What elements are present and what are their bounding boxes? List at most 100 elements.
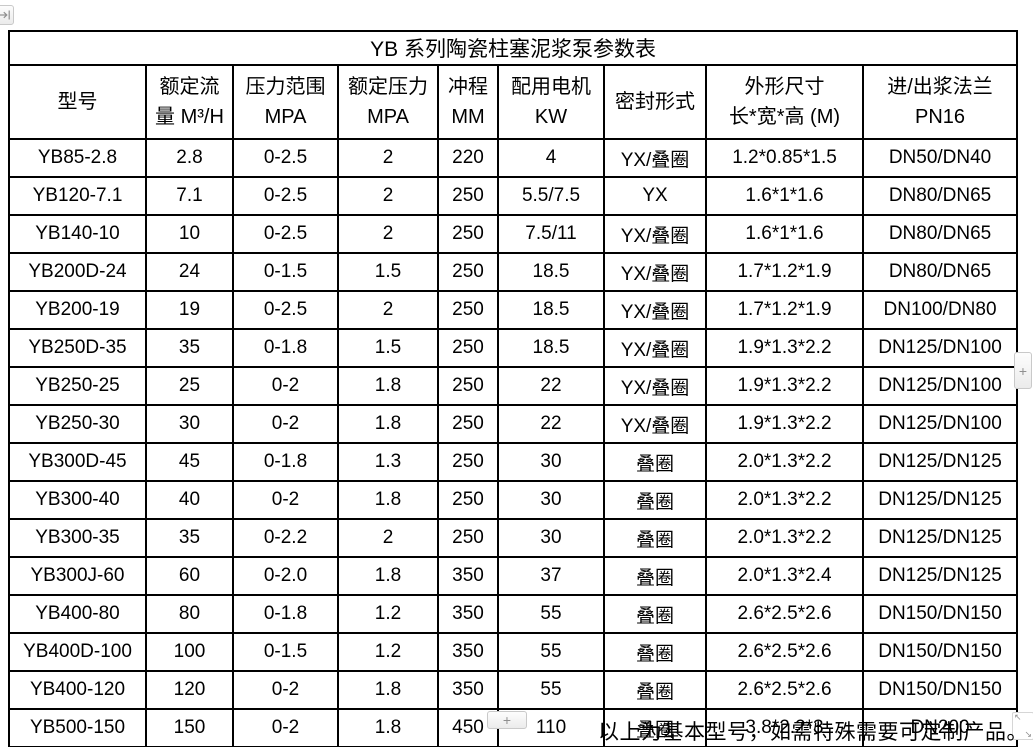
table-cell[interactable]: 55 xyxy=(497,670,605,710)
table-cell[interactable]: DN125/DN125 xyxy=(861,480,1019,520)
table-cell[interactable]: DN150/DN150 xyxy=(861,670,1019,710)
column-header[interactable]: 额定压力 MPA xyxy=(337,64,439,140)
table-cell[interactable]: 2 xyxy=(337,518,439,558)
table-cell[interactable]: YX/叠圈 xyxy=(603,252,707,292)
table-cell[interactable]: DN150/DN150 xyxy=(861,632,1019,672)
table-cell[interactable]: 2.0*1.3*2.4 xyxy=(705,556,864,596)
table-cell[interactable]: 2.0*1.3*2.2 xyxy=(705,480,864,520)
table-cell[interactable]: 1.8 xyxy=(337,708,439,747)
table-cell[interactable]: 1.3 xyxy=(337,442,439,482)
table-cell[interactable]: 2.6*2.5*2.6 xyxy=(705,670,864,710)
table-cell[interactable]: 30 xyxy=(497,442,605,482)
table-cell[interactable]: 55 xyxy=(497,594,605,634)
table-cell[interactable]: 4 xyxy=(497,138,605,178)
table-cell[interactable]: 1.2 xyxy=(337,594,439,634)
table-cell[interactable]: YX/叠圈 xyxy=(603,214,707,254)
table-cell[interactable]: 叠圈 xyxy=(603,480,707,520)
table-cell[interactable]: YX/叠圈 xyxy=(603,328,707,368)
table-cell[interactable]: YB400-80 xyxy=(8,594,147,634)
table-cell[interactable]: 0-2.5 xyxy=(232,214,339,254)
table-cell[interactable]: 220 xyxy=(437,138,499,178)
table-cell[interactable]: YB200-19 xyxy=(8,290,147,330)
table-cell[interactable]: YB85-2.8 xyxy=(8,138,147,178)
table-cell[interactable]: 0-2.2 xyxy=(232,518,339,558)
table-cell[interactable]: YX/叠圈 xyxy=(603,138,707,178)
table-cell[interactable]: DN125/DN100 xyxy=(861,328,1019,368)
add-column-button[interactable]: + xyxy=(1014,352,1032,389)
table-cell[interactable]: 叠圈 xyxy=(603,518,707,558)
table-cell[interactable]: 24 xyxy=(145,252,234,292)
table-cell[interactable]: 0-1.5 xyxy=(232,632,339,672)
table-cell[interactable]: 1.6*1*1.6 xyxy=(705,176,864,216)
table-cell[interactable]: YB200D-24 xyxy=(8,252,147,292)
table-cell[interactable]: 1.7*1.2*1.9 xyxy=(705,290,864,330)
table-cell[interactable]: 45 xyxy=(145,442,234,482)
table-cell[interactable]: 250 xyxy=(437,214,499,254)
table-cell[interactable]: 30 xyxy=(497,518,605,558)
table-title[interactable]: YB 系列陶瓷柱塞泥浆泵参数表 xyxy=(7,30,1019,66)
table-cell[interactable]: 55 xyxy=(497,632,605,672)
column-header[interactable]: 外形尺寸 长*宽*高 (M) xyxy=(705,64,864,140)
column-header[interactable]: 密封形式 xyxy=(603,64,707,140)
table-cell[interactable]: YB300D-45 xyxy=(8,442,147,482)
table-cell[interactable]: 250 xyxy=(437,404,499,444)
table-cell[interactable]: YB300J-60 xyxy=(8,556,147,596)
table-cell[interactable]: 1.2*0.85*1.5 xyxy=(705,138,864,178)
table-cell[interactable]: 2.0*1.3*2.2 xyxy=(705,442,864,482)
table-cell[interactable]: 叠圈 xyxy=(603,594,707,634)
table-cell[interactable]: 0-2 xyxy=(232,480,339,520)
column-header[interactable]: 压力范围 MPA xyxy=(232,64,339,140)
table-cell[interactable]: 2.6*2.5*2.6 xyxy=(705,594,864,634)
table-cell[interactable]: YB120-7.1 xyxy=(8,176,147,216)
table-cell[interactable]: 1.8 xyxy=(337,404,439,444)
table-cell[interactable]: 叠圈 xyxy=(603,632,707,672)
column-header[interactable]: 配用电机 KW xyxy=(497,64,605,140)
table-cell[interactable]: 2.6*2.5*2.6 xyxy=(705,632,864,672)
column-header[interactable]: 冲程 MM xyxy=(437,64,499,140)
table-cell[interactable]: 250 xyxy=(437,252,499,292)
table-cell[interactable]: DN125/DN125 xyxy=(861,556,1019,596)
table-cell[interactable]: 150 xyxy=(145,708,234,747)
table-cell[interactable]: 叠圈 xyxy=(603,670,707,710)
table-cell[interactable]: 0-2.5 xyxy=(232,176,339,216)
table-cell[interactable]: 0-1.8 xyxy=(232,594,339,634)
table-cell[interactable]: 0-2 xyxy=(232,708,339,747)
column-header[interactable]: 额定流量 M³/H xyxy=(145,64,234,140)
table-cell[interactable]: 250 xyxy=(437,480,499,520)
table-cell[interactable]: 120 xyxy=(145,670,234,710)
table-cell[interactable]: 1.8 xyxy=(337,556,439,596)
table-cell[interactable]: 5.5/7.5 xyxy=(497,176,605,216)
table-cell[interactable]: DN125/DN125 xyxy=(861,518,1019,558)
table-cell[interactable]: 1.8 xyxy=(337,670,439,710)
table-cell[interactable]: 350 xyxy=(437,670,499,710)
column-header[interactable]: 型号 xyxy=(8,64,147,140)
table-cell[interactable]: 7.1 xyxy=(145,176,234,216)
table-cell[interactable]: YB250-25 xyxy=(8,366,147,406)
table-cell[interactable]: YB400D-100 xyxy=(8,632,147,672)
table-cell[interactable]: 30 xyxy=(145,404,234,444)
table-cell[interactable]: 350 xyxy=(437,632,499,672)
table-cell[interactable]: 0-2.5 xyxy=(232,138,339,178)
table-cell[interactable]: 2.0*1.3*2.2 xyxy=(705,518,864,558)
table-cell[interactable]: 19 xyxy=(145,290,234,330)
table-cell[interactable]: 250 xyxy=(437,328,499,368)
table-cell[interactable]: 1.8 xyxy=(337,366,439,406)
table-cell[interactable]: 22 xyxy=(497,404,605,444)
table-cell[interactable]: 0-1.5 xyxy=(232,252,339,292)
table-cell[interactable]: 25 xyxy=(145,366,234,406)
table-cell[interactable]: 1.8 xyxy=(337,480,439,520)
table-cell[interactable]: DN50/DN40 xyxy=(861,138,1019,178)
table-cell[interactable]: 80 xyxy=(145,594,234,634)
table-cell[interactable]: 0-2.0 xyxy=(232,556,339,596)
table-cell[interactable]: 30 xyxy=(497,480,605,520)
table-cell[interactable]: 10 xyxy=(145,214,234,254)
table-cell[interactable]: DN125/DN100 xyxy=(861,366,1019,406)
table-cell[interactable]: 7.5/11 xyxy=(497,214,605,254)
column-header[interactable]: 进/出浆法兰 PN16 xyxy=(861,64,1019,140)
table-select-handle-button[interactable] xyxy=(0,5,14,25)
table-cell[interactable]: DN80/DN65 xyxy=(861,214,1019,254)
table-cell[interactable]: 2.8 xyxy=(145,138,234,178)
table-cell[interactable]: 18.5 xyxy=(497,328,605,368)
add-row-button[interactable]: + xyxy=(487,711,527,729)
table-cell[interactable]: DN100/DN80 xyxy=(861,290,1019,330)
